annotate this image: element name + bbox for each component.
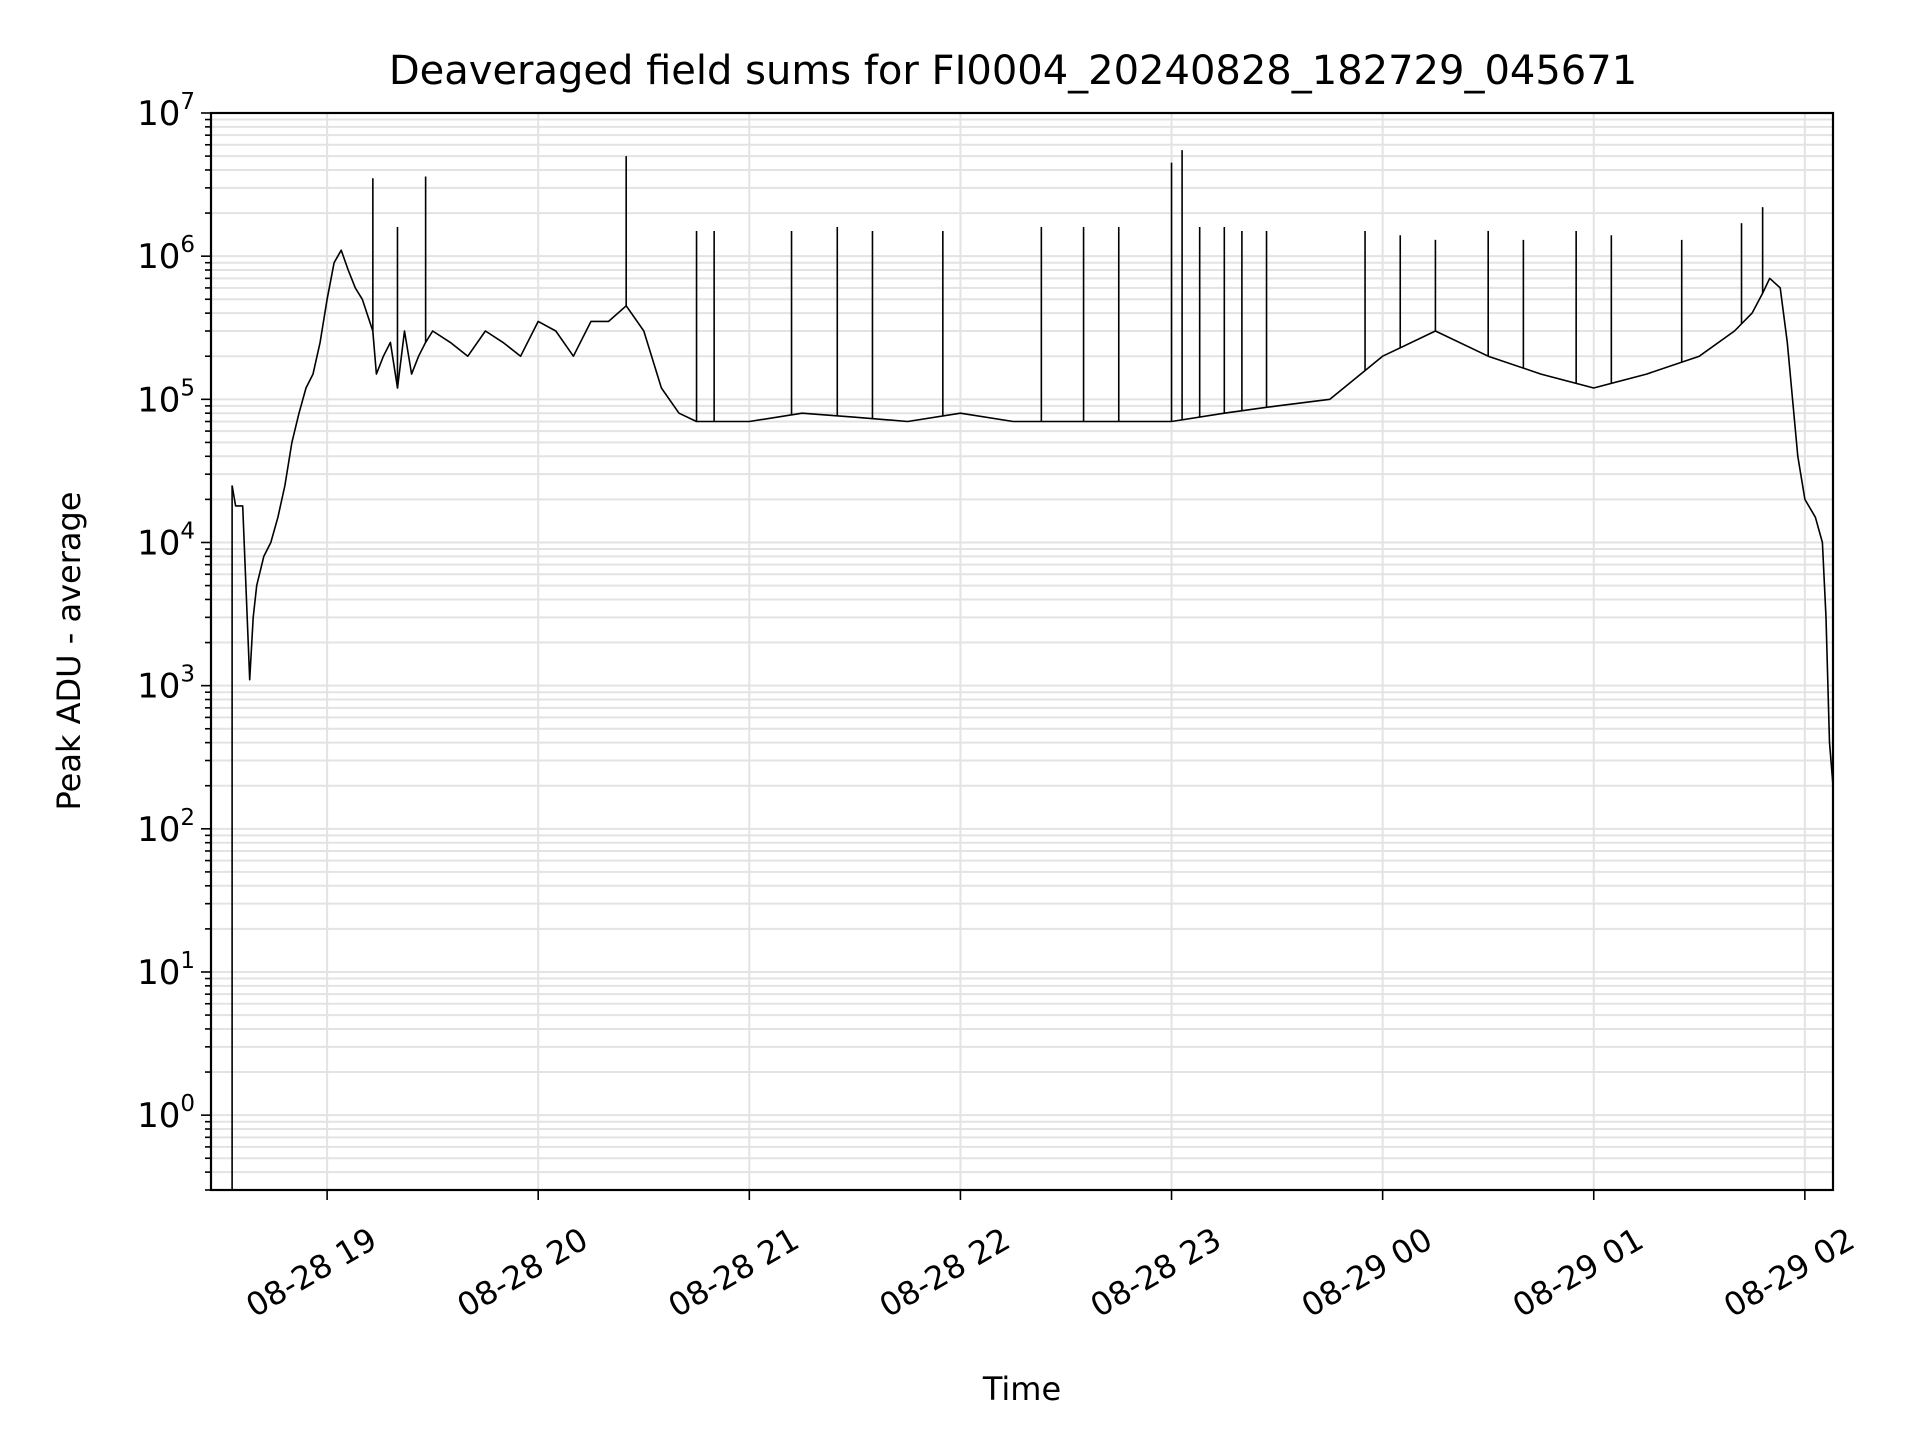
y-tick-label-base: 10 — [137, 380, 180, 420]
y-tick-label-base: 10 — [137, 237, 180, 277]
chart-title: Deaveraged field sums for FI0004_2024082… — [389, 48, 1637, 94]
y-tick-label-base: 10 — [137, 1096, 180, 1136]
y-tick-label: 102 — [137, 805, 195, 850]
y-tick-label: 100 — [137, 1091, 195, 1136]
y-tick-label-exponent: 3 — [180, 662, 195, 688]
series-line — [231, 249, 1834, 786]
y-tick-label: 101 — [137, 948, 195, 993]
y-tick-label-base: 10 — [137, 667, 180, 707]
grid-lines — [211, 112, 1833, 1191]
y-tick-label-exponent: 1 — [180, 948, 195, 974]
y-tick-label-exponent: 4 — [180, 518, 195, 544]
y-tick-label: 104 — [137, 518, 195, 563]
x-axis-label: Time — [982, 1370, 1061, 1408]
y-tick-label-exponent: 6 — [180, 232, 195, 258]
y-tick-label-exponent: 2 — [180, 805, 195, 831]
y-tick-label-base: 10 — [137, 810, 180, 850]
y-tick-label-exponent: 0 — [180, 1091, 195, 1117]
y-tick-label-base: 10 — [137, 953, 180, 993]
y-tick-label: 103 — [137, 662, 195, 707]
y-tick-label-base: 10 — [137, 523, 180, 563]
y-tick-label-exponent: 7 — [180, 89, 195, 115]
plot-frame — [209, 111, 1835, 1192]
y-tick-label-base: 10 — [137, 94, 180, 134]
y-tick-label: 105 — [137, 375, 195, 420]
y-axis-label: Peak ADU - average — [50, 492, 88, 811]
y-tick-label: 107 — [137, 89, 195, 134]
y-tick-label-exponent: 5 — [180, 375, 195, 401]
y-tick-label: 106 — [137, 232, 195, 277]
series-line-group — [231, 150, 1834, 1190]
